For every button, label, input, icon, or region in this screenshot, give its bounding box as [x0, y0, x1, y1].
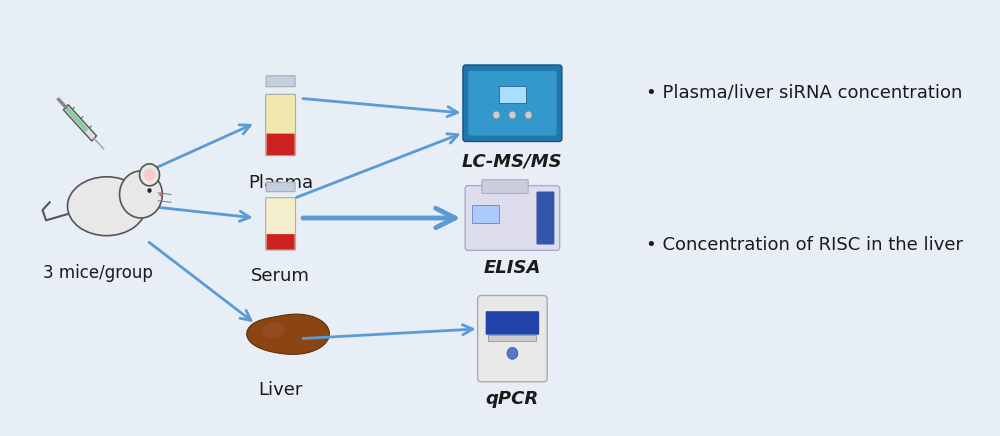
FancyBboxPatch shape	[267, 133, 295, 155]
Text: • Plasma/liver siRNA concentration: • Plasma/liver siRNA concentration	[646, 84, 963, 102]
FancyBboxPatch shape	[499, 85, 526, 103]
FancyBboxPatch shape	[267, 234, 295, 249]
FancyBboxPatch shape	[266, 76, 295, 87]
Circle shape	[120, 171, 162, 218]
Circle shape	[507, 347, 518, 359]
Text: • Concentration of RISC in the liver: • Concentration of RISC in the liver	[646, 235, 963, 254]
FancyBboxPatch shape	[465, 186, 560, 250]
Circle shape	[509, 111, 516, 119]
Polygon shape	[66, 107, 88, 132]
Text: LC-MS/MS: LC-MS/MS	[462, 152, 563, 170]
Circle shape	[525, 111, 532, 119]
FancyBboxPatch shape	[468, 71, 557, 136]
Text: qPCR: qPCR	[486, 390, 539, 408]
FancyBboxPatch shape	[266, 94, 296, 156]
FancyBboxPatch shape	[0, 0, 905, 436]
FancyBboxPatch shape	[486, 311, 539, 335]
Polygon shape	[247, 314, 329, 354]
FancyBboxPatch shape	[266, 198, 296, 250]
Circle shape	[144, 169, 155, 181]
Text: Liver: Liver	[258, 381, 303, 399]
FancyBboxPatch shape	[482, 180, 528, 194]
FancyBboxPatch shape	[478, 296, 547, 382]
FancyBboxPatch shape	[266, 182, 295, 192]
Polygon shape	[63, 105, 97, 141]
Circle shape	[493, 111, 500, 119]
Text: Serum: Serum	[251, 267, 310, 285]
Polygon shape	[262, 322, 285, 338]
Circle shape	[140, 164, 159, 186]
Ellipse shape	[67, 177, 146, 235]
FancyBboxPatch shape	[536, 191, 554, 245]
Circle shape	[159, 193, 163, 197]
FancyBboxPatch shape	[488, 335, 536, 341]
FancyBboxPatch shape	[463, 65, 562, 142]
Text: Plasma: Plasma	[248, 174, 313, 192]
FancyBboxPatch shape	[472, 205, 499, 223]
Text: ELISA: ELISA	[484, 259, 541, 277]
Circle shape	[147, 188, 152, 193]
Text: 3 mice/group: 3 mice/group	[43, 264, 153, 282]
